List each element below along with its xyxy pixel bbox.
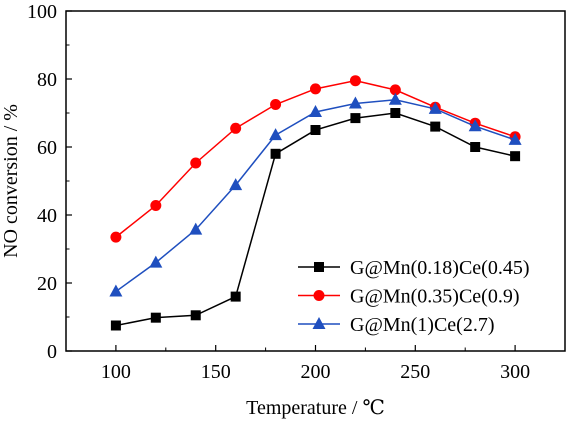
series-line <box>115 79 516 238</box>
data-point <box>110 231 122 243</box>
data-point <box>428 101 442 114</box>
data-point <box>110 320 121 331</box>
data-point <box>388 92 402 105</box>
x-tick-label: 300 <box>500 361 530 383</box>
legend-label: G@Mn(0.18)Ce(0.45) <box>350 257 530 279</box>
legend-label: G@Mn(1)Ce(2.7) <box>350 314 495 336</box>
legend-entry: G@Mn(0.18)Ce(0.45) <box>298 257 530 279</box>
data-point <box>350 113 361 124</box>
data-point <box>150 312 161 323</box>
y-tick-label: 0 <box>47 341 57 363</box>
data-point <box>510 151 521 162</box>
data-point <box>270 148 281 159</box>
x-tick-label: 250 <box>400 361 430 383</box>
legend-marker <box>312 317 326 329</box>
legend-marker <box>314 262 324 272</box>
data-point <box>309 104 322 117</box>
data-point <box>389 84 401 96</box>
data-point <box>348 96 362 109</box>
data-point <box>390 108 401 118</box>
series-1 <box>110 108 521 331</box>
series-2 <box>110 75 521 243</box>
data-point <box>109 284 123 297</box>
y-tick-label: 60 <box>37 137 57 159</box>
data-point <box>468 119 482 132</box>
data-point <box>190 157 202 169</box>
series-3 <box>109 92 522 297</box>
data-point <box>508 132 522 145</box>
x-tick-label: 150 <box>201 361 231 383</box>
data-point <box>190 310 201 321</box>
x-tick-label: 200 <box>301 361 331 383</box>
y-tick-label: 40 <box>37 205 57 227</box>
data-point <box>310 125 321 135</box>
y-axis-title: NO conversion / % <box>0 104 22 258</box>
data-point <box>270 99 282 110</box>
legend-marker <box>313 290 325 301</box>
data-point <box>189 222 203 235</box>
data-point <box>470 142 481 152</box>
data-point <box>230 291 241 302</box>
data-point <box>229 178 243 191</box>
data-point <box>430 121 441 132</box>
legend-entry: G@Mn(0.35)Ce(0.9) <box>298 286 520 308</box>
x-tick-label: 100 <box>101 361 131 383</box>
legend-label: G@Mn(0.35)Ce(0.9) <box>350 286 520 308</box>
y-tick-label: 80 <box>37 69 57 91</box>
data-point <box>269 128 283 141</box>
x-axis-title: Temperature / ℃ <box>246 397 385 419</box>
data-point <box>349 75 361 87</box>
data-point <box>310 83 321 95</box>
legend-entry: G@Mn(1)Ce(2.7) <box>298 314 495 336</box>
data-point <box>230 122 242 134</box>
data-point <box>150 199 162 211</box>
y-tick-label: 20 <box>37 273 57 295</box>
data-point <box>149 255 163 268</box>
y-tick-label: 100 <box>27 1 57 23</box>
